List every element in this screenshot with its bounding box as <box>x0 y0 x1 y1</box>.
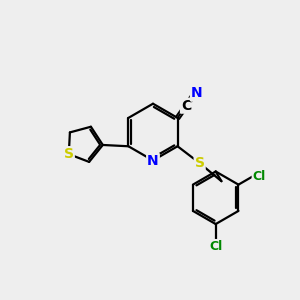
Text: C: C <box>181 99 191 113</box>
Text: Cl: Cl <box>209 240 222 253</box>
Text: Cl: Cl <box>253 170 266 183</box>
Text: N: N <box>147 154 159 168</box>
Text: N: N <box>191 86 202 100</box>
Text: S: S <box>195 156 205 170</box>
Text: S: S <box>64 147 74 161</box>
